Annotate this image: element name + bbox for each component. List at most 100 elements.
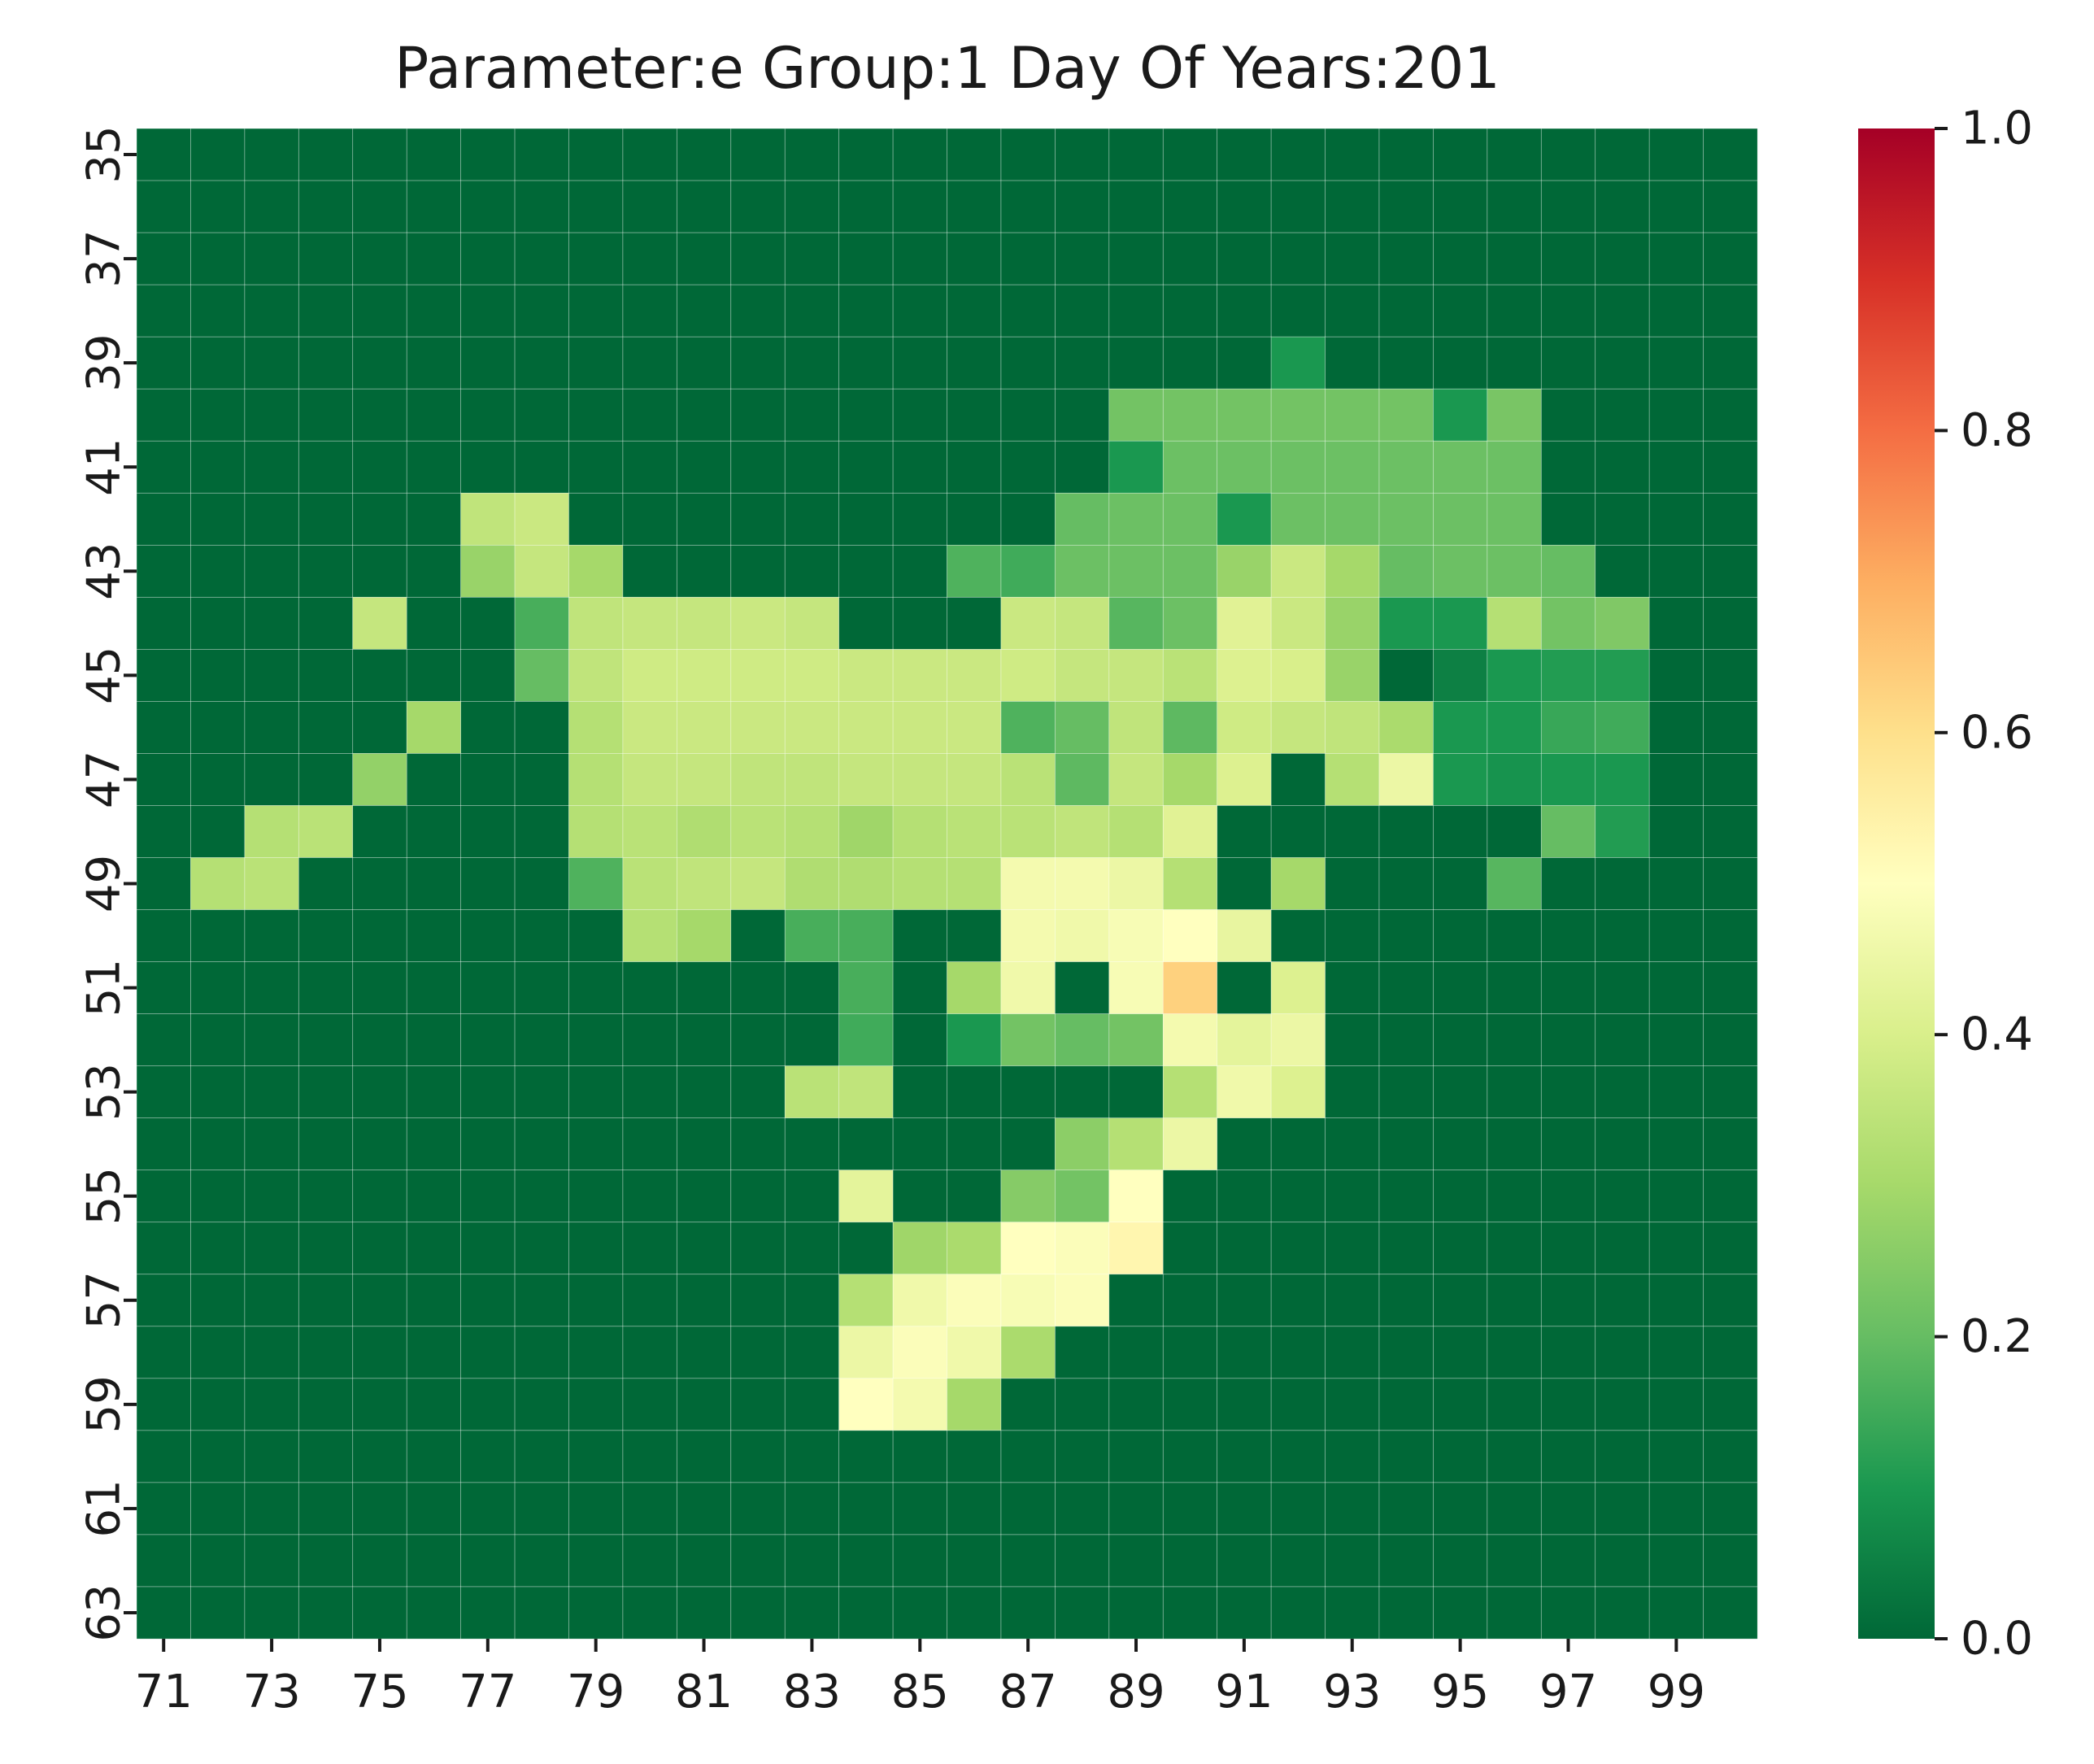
heatmap-cell: [1595, 701, 1650, 754]
heatmap-cell: [1000, 1065, 1056, 1119]
heatmap-cell: [1000, 1222, 1056, 1275]
heatmap-cell: [514, 232, 570, 285]
heatmap-cell: [1648, 648, 1704, 702]
heatmap-cell: [1433, 1065, 1488, 1119]
heatmap-cell: [1270, 753, 1326, 806]
heatmap-cell: [1487, 1274, 1542, 1327]
heatmap-cell: [1703, 388, 1758, 442]
heatmap-cell: [1055, 284, 1110, 338]
heatmap-cell: [1378, 1065, 1434, 1119]
heatmap-cell: [947, 1222, 1002, 1275]
heatmap-cell: [352, 1430, 407, 1483]
heatmap-cell: [1162, 753, 1218, 806]
heatmap-cell: [1540, 1065, 1596, 1119]
heatmap-cell: [1217, 701, 1272, 754]
heatmap-cell: [298, 1117, 354, 1171]
heatmap-cell: [244, 284, 299, 338]
heatmap-cell: [1595, 1326, 1650, 1379]
heatmap-cell: [838, 128, 894, 181]
heatmap-cell: [947, 753, 1002, 806]
heatmap-cell: [406, 1586, 462, 1640]
heatmap-cell: [838, 1117, 894, 1171]
heatmap-cell: [1378, 753, 1434, 806]
heatmap-cell: [1270, 232, 1326, 285]
heatmap-cell: [1108, 1586, 1164, 1640]
heatmap-cell: [838, 596, 894, 650]
heatmap-cell: [947, 388, 1002, 442]
heatmap-cell: [838, 336, 894, 390]
heatmap-cell: [730, 1169, 786, 1223]
heatmap-cell: [298, 1326, 354, 1379]
heatmap-cell: [1270, 180, 1326, 233]
heatmap-cell: [730, 336, 786, 390]
heatmap-cell: [1595, 1169, 1650, 1223]
heatmap-cell: [1703, 596, 1758, 650]
heatmap-cell: [1325, 961, 1380, 1015]
heatmap-cell: [1270, 1586, 1326, 1640]
heatmap-cell: [406, 701, 462, 754]
heatmap-cell: [298, 440, 354, 494]
heatmap-cell: [1595, 753, 1650, 806]
heatmap-cell: [676, 1482, 732, 1535]
heatmap-cell: [352, 1378, 407, 1431]
heatmap-cell: [568, 1169, 624, 1223]
heatmap-cell: [730, 440, 786, 494]
heatmap-cell: [460, 336, 516, 390]
heatmap-cell: [136, 336, 191, 390]
heatmap-cell: [298, 1378, 354, 1431]
heatmap-cell: [1055, 1326, 1110, 1379]
heatmap-cell: [1703, 1065, 1758, 1119]
heatmap-cell: [298, 753, 354, 806]
heatmap-cell: [244, 388, 299, 442]
heatmap-cell: [1487, 128, 1542, 181]
heatmap-cell: [784, 596, 840, 650]
heatmap-cell: [1270, 1326, 1326, 1379]
heatmap-cell: [1648, 701, 1704, 754]
heatmap-cell: [676, 805, 732, 859]
heatmap-cell: [1595, 284, 1650, 338]
heatmap-cell: [460, 1065, 516, 1119]
heatmap-cell: [406, 492, 462, 546]
heatmap-cell: [406, 180, 462, 233]
heatmap-cell: [1000, 440, 1056, 494]
heatmap-cell: [1378, 1326, 1434, 1379]
heatmap-cell: [1703, 336, 1758, 390]
heatmap-cell: [352, 1222, 407, 1275]
heatmap-cell: [244, 1274, 299, 1327]
heatmap-cell: [514, 128, 570, 181]
heatmap-cell: [1000, 128, 1056, 181]
heatmap-cell: [136, 440, 191, 494]
heatmap-cell: [1217, 596, 1272, 650]
heatmap-cell: [1325, 492, 1380, 546]
heatmap-cell: [1648, 180, 1704, 233]
heatmap-cell: [1703, 1326, 1758, 1379]
heatmap-cell: [190, 753, 246, 806]
heatmap-cell: [190, 1534, 246, 1588]
heatmap-cell: [892, 1482, 948, 1535]
heatmap-cell: [1433, 336, 1488, 390]
heatmap-cell: [838, 1326, 894, 1379]
heatmap-cell: [190, 440, 246, 494]
colorbar-tick-label: 0.4: [1961, 1008, 2033, 1061]
heatmap-cell: [1433, 909, 1488, 963]
heatmap-cell: [838, 1378, 894, 1431]
colorbar-tick-label: 0.6: [1961, 706, 2033, 759]
heatmap-cell: [190, 1013, 246, 1067]
heatmap-cell: [1487, 180, 1542, 233]
heatmap-cell: [1325, 701, 1380, 754]
heatmap-cell: [568, 961, 624, 1015]
heatmap-cell: [136, 284, 191, 338]
heatmap-cell: [460, 701, 516, 754]
heatmap-cell: [1162, 440, 1218, 494]
heatmap-cell: [406, 440, 462, 494]
heatmap-cell: [244, 1222, 299, 1275]
heatmap-cell: [244, 544, 299, 598]
heatmap-cell: [1378, 857, 1434, 911]
heatmap-cell: [1108, 336, 1164, 390]
heatmap-cell: [622, 1013, 677, 1067]
heatmap-cell: [298, 805, 354, 859]
heatmap-cell: [1162, 596, 1218, 650]
colorbar-tick-label: 0.2: [1961, 1310, 2033, 1363]
heatmap-cell: [136, 805, 191, 859]
heatmap-cell: [1540, 1482, 1596, 1535]
